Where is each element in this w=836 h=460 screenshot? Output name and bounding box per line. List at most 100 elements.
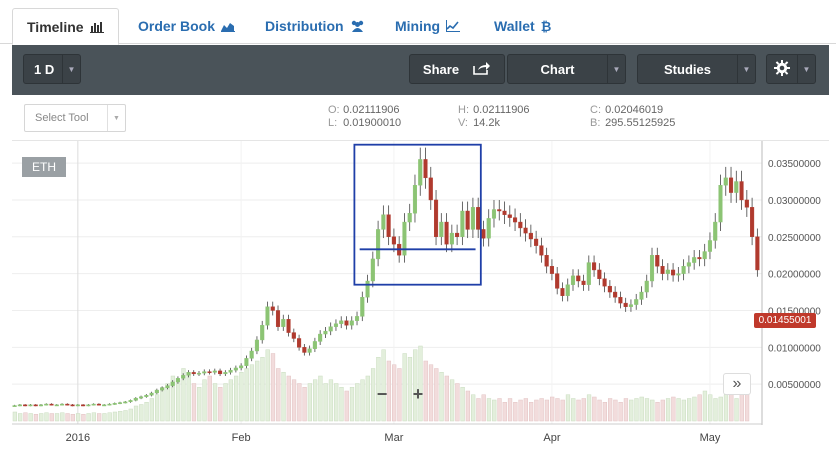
candle-body xyxy=(54,404,59,407)
volume-bar xyxy=(176,379,181,422)
volume-bar xyxy=(228,379,233,422)
symbol-tag[interactable]: ETH xyxy=(22,157,66,177)
studies-label: Studies xyxy=(664,61,711,77)
volume-bar xyxy=(286,375,291,422)
candle-body xyxy=(370,258,375,282)
candle-body xyxy=(750,207,755,237)
double-chevron-right-icon[interactable]: » xyxy=(723,373,751,395)
volume-bar xyxy=(265,349,270,422)
price-chart[interactable]: 0.00500000 0.01000000 0.01500000 0.02000000… xyxy=(12,141,829,450)
share-button[interactable]: Share xyxy=(409,54,505,84)
volume-bar xyxy=(28,413,33,422)
candle-body xyxy=(265,306,270,326)
volume-bar xyxy=(528,402,534,422)
tab-timeline-label: Timeline xyxy=(27,18,84,35)
base-volume-value: 295.55125925 xyxy=(605,117,676,129)
candle-body xyxy=(634,299,639,305)
candle-body xyxy=(391,236,396,245)
volume-bar xyxy=(86,413,91,422)
volume-bar xyxy=(623,398,629,422)
volume-bar xyxy=(102,413,107,422)
tab-wallet[interactable]: Wallet ₿ xyxy=(480,8,565,44)
chart-canvas[interactable]: 0.00500000 0.01000000 0.01500000 0.02000000… xyxy=(12,141,829,450)
candle-body xyxy=(476,207,481,230)
volume-bar xyxy=(202,379,207,422)
volume-bar xyxy=(723,394,729,422)
candle-body xyxy=(112,403,117,405)
candle-body xyxy=(449,232,454,245)
chart-toolbar: 1 D ▼ Share Chart ▼ Studies ▼ ▼ xyxy=(12,45,829,95)
candle-body xyxy=(692,257,697,263)
tab-order-book-label: Order Book xyxy=(138,18,216,34)
candle-body xyxy=(244,358,249,366)
volume-bar xyxy=(655,402,660,422)
candle-body xyxy=(175,378,180,383)
tab-timeline[interactable]: Timeline xyxy=(12,8,119,45)
candle-body xyxy=(196,372,202,375)
gear-icon xyxy=(773,59,791,80)
volume-bar xyxy=(507,398,513,422)
volume-bar xyxy=(602,402,607,422)
volume-bar xyxy=(339,387,344,422)
volume-bar xyxy=(233,375,239,422)
x-tick-label: May xyxy=(700,432,721,444)
candle-body xyxy=(360,297,365,317)
chart-type-select[interactable]: Chart ▼ xyxy=(507,54,626,84)
volume-bar xyxy=(455,383,460,422)
volume-bar xyxy=(565,394,571,422)
volume-bar xyxy=(386,360,392,422)
y-tick-label: 0.03500000 xyxy=(768,159,821,170)
volume-bar xyxy=(618,402,623,422)
close-value: 0.02046019 xyxy=(605,104,664,116)
candle-body xyxy=(333,323,339,327)
volume-bar xyxy=(328,379,334,422)
zoom-in-button[interactable]: + xyxy=(412,383,424,404)
interval-select[interactable]: 1 D ▼ xyxy=(23,54,81,84)
volume-bar xyxy=(291,379,297,422)
candle-body xyxy=(149,392,154,396)
tab-mining[interactable]: Mining xyxy=(381,8,474,44)
volume-bar xyxy=(581,398,586,422)
volume-bar xyxy=(702,390,708,422)
volume-bar xyxy=(681,399,687,422)
volume-bar xyxy=(249,364,255,422)
volume-bar xyxy=(560,399,565,422)
volume-bar xyxy=(402,353,407,422)
candle-body xyxy=(386,214,391,237)
select-tool-dropdown[interactable]: Select Tool ▼ xyxy=(24,104,126,132)
y-tick-label: 0.02000000 xyxy=(768,270,821,281)
candle-body xyxy=(570,275,576,285)
tab-order-book[interactable]: Order Book xyxy=(124,8,249,44)
zoom-out-button[interactable]: − xyxy=(376,383,388,404)
volume-bar xyxy=(539,398,544,422)
volume-bar xyxy=(555,398,560,422)
studies-select[interactable]: Studies ▼ xyxy=(637,54,756,84)
candle-body xyxy=(254,339,259,352)
volume-bar xyxy=(518,399,523,422)
volume-bar xyxy=(592,396,597,422)
candle-body xyxy=(270,306,275,311)
share-icon xyxy=(473,61,491,78)
candle-body xyxy=(681,266,686,274)
volume-bar xyxy=(660,399,665,422)
tab-distribution[interactable]: Distribution xyxy=(251,8,379,44)
volume-bar xyxy=(481,394,486,422)
candle-body xyxy=(555,273,560,289)
volume-bar xyxy=(33,414,39,422)
chevron-down-icon: ▼ xyxy=(107,105,125,131)
candle-body xyxy=(233,367,238,371)
volume-bar xyxy=(18,413,23,422)
volume-bar xyxy=(449,379,455,422)
candle-body xyxy=(602,278,607,287)
ohlc-high-volume: H: 0.02111906 V: 14.2k xyxy=(458,104,530,129)
candle-body xyxy=(154,389,159,394)
settings-button[interactable]: ▼ xyxy=(766,54,816,84)
candle-body xyxy=(228,369,233,373)
volume-bar xyxy=(439,372,444,422)
candle-body xyxy=(702,251,707,260)
volume-bar xyxy=(218,387,223,422)
volume-bar xyxy=(81,414,86,422)
candle-body xyxy=(513,217,518,223)
candle-body xyxy=(560,288,565,296)
candle-body xyxy=(291,332,296,339)
